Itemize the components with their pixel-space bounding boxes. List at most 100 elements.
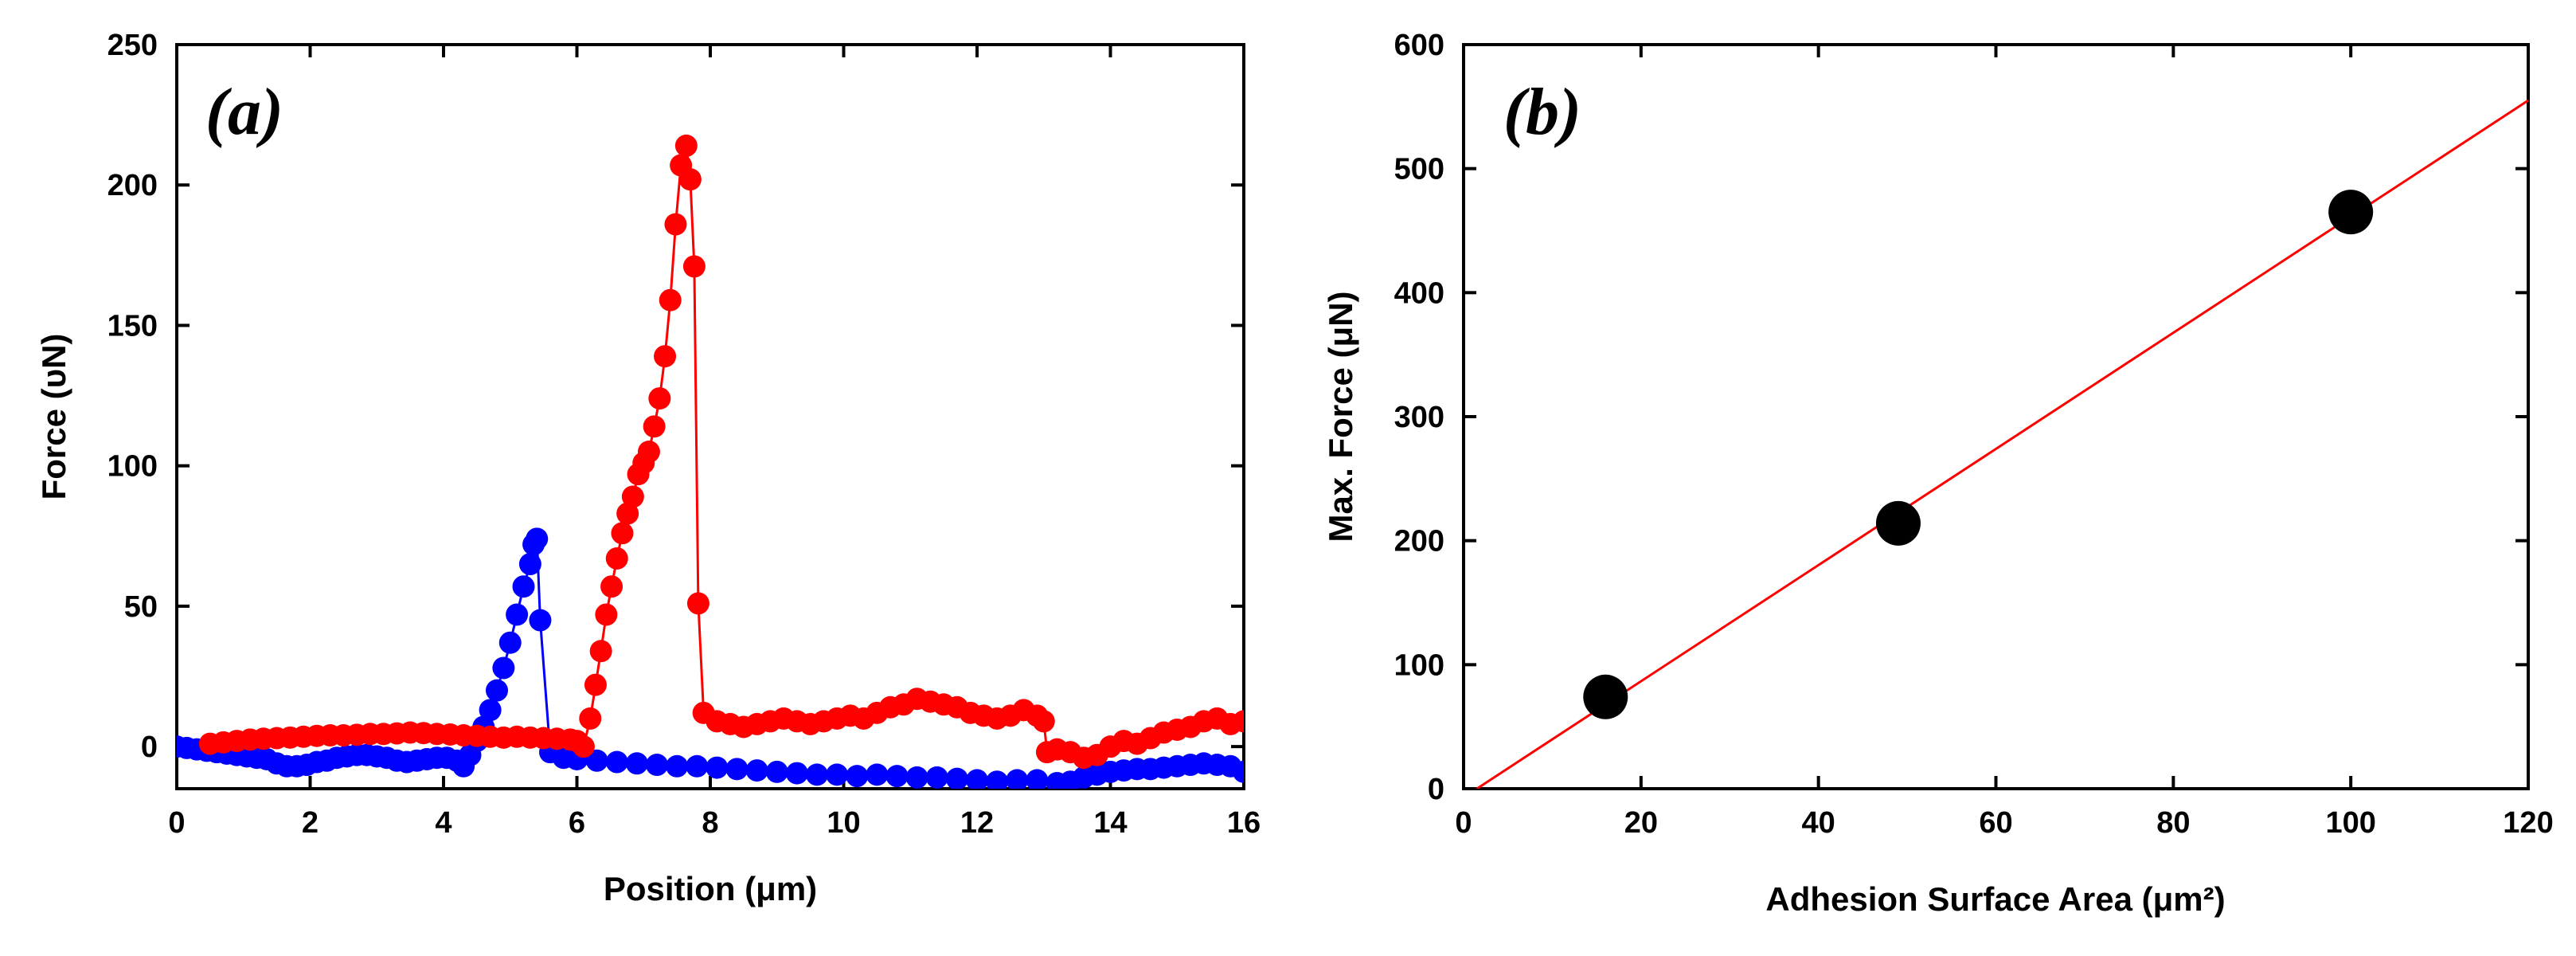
panel-label: (a) [205,75,283,149]
plot-frame [175,43,1245,790]
y-tick-label: 50 [124,590,158,624]
y-axis-label: Max. Force (μN) [1322,291,1359,542]
x-tick-label: 40 [1802,806,1835,840]
data-point-blue [925,766,948,789]
data-point-red [600,575,623,598]
plot-frame [1462,43,2530,790]
data-point-blue [905,766,928,789]
x-tick-label: 100 [2325,806,2375,840]
data-point-red [648,387,671,410]
x-tick-label: 60 [1979,806,2012,840]
data-point-blue [1233,760,1244,783]
y-tick-label: 0 [1428,773,1444,806]
y-tick-label: 100 [107,450,158,484]
x-tick-label: 20 [1624,806,1658,840]
data-point-blue [806,763,828,786]
x-tick-label: 12 [960,806,994,840]
series-line-blue [177,535,1244,785]
data-point-red [643,415,666,438]
data-point-red [686,592,709,615]
data-point-red [611,522,634,545]
y-tick-label: 500 [1394,153,1444,186]
data-point-red [659,288,682,311]
data-point-red [637,441,660,464]
data-point-red [1032,710,1055,733]
data-point-blue [986,770,1009,789]
data-point-red [682,255,706,278]
x-tick-label: 2 [302,806,319,840]
data-point-red [579,707,602,730]
data-point-red [1233,710,1244,733]
data-point-red [621,485,644,508]
panel-a-chart: 0 2 4 6 8 10 12 14 16 0 50 100 150 200 250 Position (μm… [35,29,1261,907]
data-point-blue [526,527,549,550]
data-point-blue [529,609,552,632]
data-point-red [664,213,687,236]
panel-label: (b) [1503,75,1581,149]
data-point-blue [646,754,668,777]
data-point-blue [1006,769,1029,789]
series-line-red [209,145,1244,759]
x-tick-label: 0 [168,806,185,840]
data-point-blue [498,631,522,654]
y-tick-label: 400 [1394,276,1444,310]
data-point-blue [1026,769,1049,789]
x-tick-label: 120 [2503,806,2553,840]
data-point-blue [826,763,849,786]
x-tick-label: 10 [827,806,860,840]
x-tick-label: 16 [1227,806,1261,840]
data-point-red [584,673,607,696]
data-point-red [654,345,677,368]
y-tick-label: 250 [107,29,158,62]
x-tick-label: 80 [2156,806,2190,840]
plot-area [177,134,1244,789]
data-point-blue [492,656,515,680]
data-point-blue [518,553,541,576]
y-axis-label: Force (υN) [35,334,72,500]
data-point-blue [585,749,608,772]
y-tick-label: 200 [107,169,158,202]
y-tick-label: 150 [107,309,158,343]
x-tick-label: 14 [1093,806,1127,840]
data-point-blue [725,758,749,781]
y-tick-label: 300 [1394,401,1444,434]
data-point-blue [866,763,889,786]
data-point-blue [945,767,968,789]
data-point [2328,190,2374,235]
data-point-red [678,168,702,191]
x-tick-label: 4 [435,806,451,840]
data-point-blue [706,756,729,779]
x-tick-label: 6 [569,806,585,840]
x-tick-label: 0 [1455,806,1472,840]
data-point-blue [846,765,869,788]
data-point-red [595,603,618,626]
x-tick-label: 8 [702,806,718,840]
data-point-blue [486,679,508,702]
data-point-blue [625,752,648,775]
data-point-blue [745,759,768,782]
data-point-red [572,735,595,758]
data-point-red [616,502,639,525]
data-point [1875,500,1921,546]
data-point-blue [765,760,788,783]
data-point [1583,674,1628,719]
y-tick-label: 100 [1394,648,1444,682]
data-point-blue [785,762,808,785]
data-point-blue [885,765,909,788]
data-point-blue [506,603,529,626]
panel-b-chart: 0 20 40 60 80 100 120 0 100 200 300 400 500 600 Adhesi… [1322,29,2554,918]
data-point-blue [512,575,535,598]
data-point-blue [966,769,988,789]
data-point-red [589,640,612,663]
data-point-blue [605,750,628,774]
data-point-red [674,134,698,157]
y-tick-label: 200 [1394,525,1444,558]
y-tick-label: 0 [141,731,158,764]
y-tick-label: 600 [1394,29,1444,62]
data-point-blue [666,754,689,778]
data-point-blue [686,754,709,778]
plot-area [1476,99,2528,789]
x-axis-label: Position (μm) [604,870,817,907]
data-point-red [605,547,628,570]
